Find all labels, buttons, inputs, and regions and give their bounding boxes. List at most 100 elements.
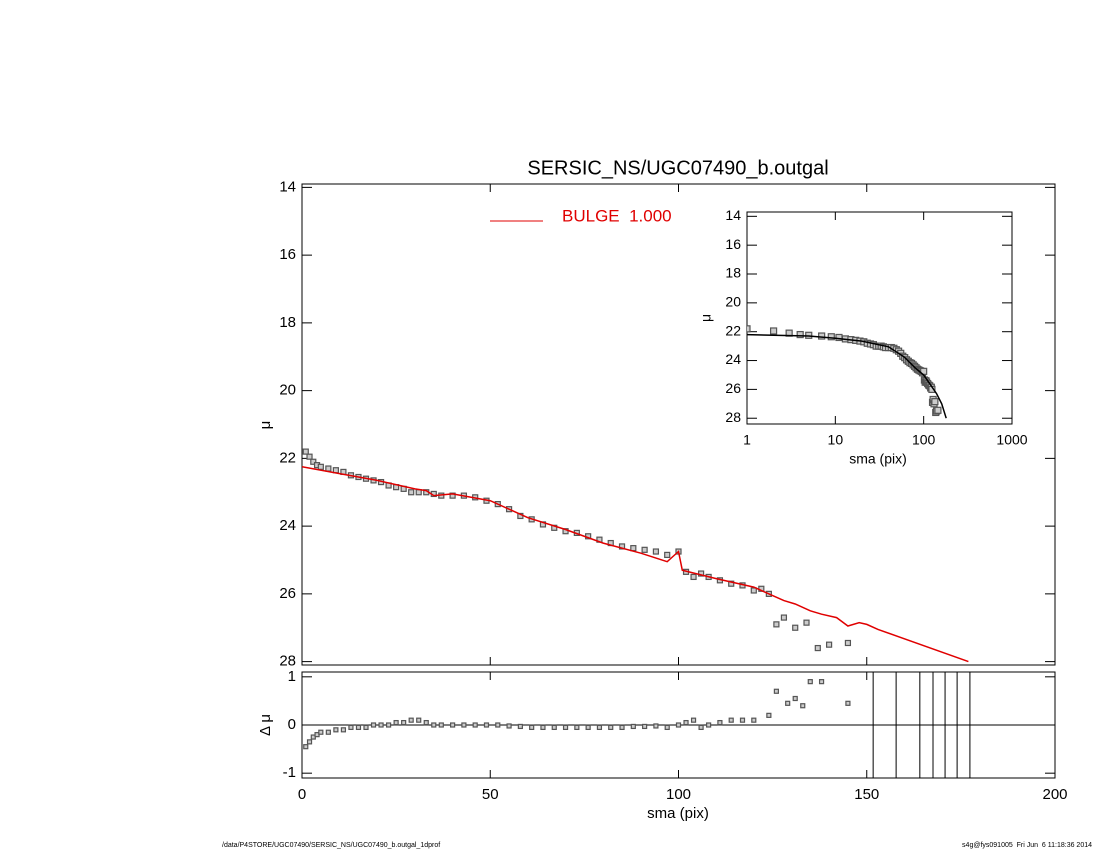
x-tick-label: 1000 — [996, 432, 1027, 448]
data-point — [785, 700, 791, 706]
x-tick-label: 0 — [298, 786, 306, 803]
y-axis-label: μ — [698, 314, 714, 322]
y-tick-label: 20 — [725, 294, 741, 310]
data-point — [675, 722, 682, 728]
y-tick-label: 20 — [279, 382, 296, 399]
x-tick-label: 150 — [854, 786, 879, 803]
data-point — [385, 722, 392, 728]
data-point — [401, 719, 407, 726]
data-point — [690, 717, 697, 723]
data-point — [325, 465, 332, 472]
data-point — [506, 723, 512, 729]
data-point — [803, 619, 810, 626]
data-point — [355, 724, 362, 731]
data-point — [792, 624, 799, 631]
x-tick-label: 200 — [1042, 786, 1067, 803]
data-point — [750, 587, 757, 594]
plot-area — [302, 448, 969, 663]
data-point — [340, 727, 347, 733]
data-point — [728, 717, 734, 723]
data-point — [393, 719, 399, 726]
data-point — [619, 724, 625, 731]
footer-right: s4g@fys091005 Fri Jun 6 11:18:36 2014 — [962, 842, 1092, 849]
data-point — [483, 722, 490, 728]
data-point — [825, 641, 833, 648]
data-point — [618, 543, 626, 550]
x-tick-label: 100 — [912, 432, 936, 448]
y-tick-label: 1 — [288, 668, 296, 685]
data-point — [529, 724, 535, 731]
data-point — [664, 551, 671, 559]
y-tick-label: 14 — [725, 207, 741, 223]
x-axis-label: sma (pix) — [849, 451, 907, 467]
y-tick-label: 22 — [279, 449, 296, 466]
data-point — [766, 712, 772, 718]
data-point — [574, 724, 580, 731]
y-tick-label: -1 — [283, 764, 296, 781]
y-tick-label: 26 — [725, 380, 741, 396]
data-point — [306, 739, 313, 745]
data-point — [641, 546, 648, 553]
data-point — [461, 722, 467, 728]
data-point — [438, 722, 444, 728]
data-point — [363, 724, 369, 731]
data-point — [728, 580, 735, 587]
y-tick-label: 24 — [279, 517, 296, 534]
data-point — [303, 744, 309, 750]
data-point — [551, 724, 557, 731]
y-axis-label: Δ μ — [257, 714, 274, 736]
y-tick-label: 0 — [288, 716, 296, 733]
data-point — [450, 722, 456, 728]
data-point — [325, 729, 331, 735]
data-point — [608, 724, 614, 731]
data-point — [472, 722, 478, 728]
data-point — [690, 573, 697, 581]
y-tick-label: 18 — [725, 265, 741, 281]
data-point — [814, 644, 821, 652]
data-point — [378, 722, 384, 728]
data-point — [800, 703, 806, 709]
data-point — [683, 719, 689, 726]
legend-label: BULGE 1.000 — [562, 206, 672, 225]
data-point — [317, 463, 324, 470]
plot-area — [747, 325, 947, 419]
data-point — [517, 723, 523, 730]
data-point — [408, 489, 415, 496]
model-line — [302, 466, 969, 663]
y-tick-label: 16 — [725, 236, 741, 252]
x-tick-label: 1 — [743, 432, 751, 448]
data-point — [845, 700, 851, 706]
data-point — [310, 458, 317, 465]
data-point — [642, 723, 648, 730]
data-point — [792, 695, 798, 702]
data-point — [653, 723, 659, 729]
data-point — [827, 333, 835, 341]
data-point — [540, 724, 546, 731]
model-line — [747, 333, 947, 419]
data-point — [706, 722, 712, 728]
data-point — [370, 722, 377, 728]
y-tick-label: 28 — [725, 409, 741, 425]
data-point — [773, 688, 779, 694]
y-tick-label: 28 — [279, 653, 296, 670]
y-tick-label: 26 — [279, 585, 296, 602]
plot-area — [302, 672, 1055, 778]
data-point — [698, 724, 704, 731]
y-tick-label: 22 — [725, 322, 741, 338]
data-point — [630, 545, 637, 552]
data-point — [747, 325, 751, 333]
data-point — [739, 717, 746, 723]
x-tick-label: 10 — [828, 432, 844, 448]
data-point — [818, 679, 825, 685]
data-point — [769, 327, 778, 335]
y-tick-label: 14 — [279, 178, 296, 195]
data-point — [751, 717, 757, 723]
data-point — [773, 621, 780, 628]
data-point — [348, 724, 354, 731]
data-point — [318, 729, 324, 735]
data-point — [415, 489, 422, 496]
chart-title: SERSIC_NS/UGC07490_b.outgal — [527, 157, 828, 179]
data-point — [796, 330, 804, 339]
data-point — [717, 719, 723, 726]
